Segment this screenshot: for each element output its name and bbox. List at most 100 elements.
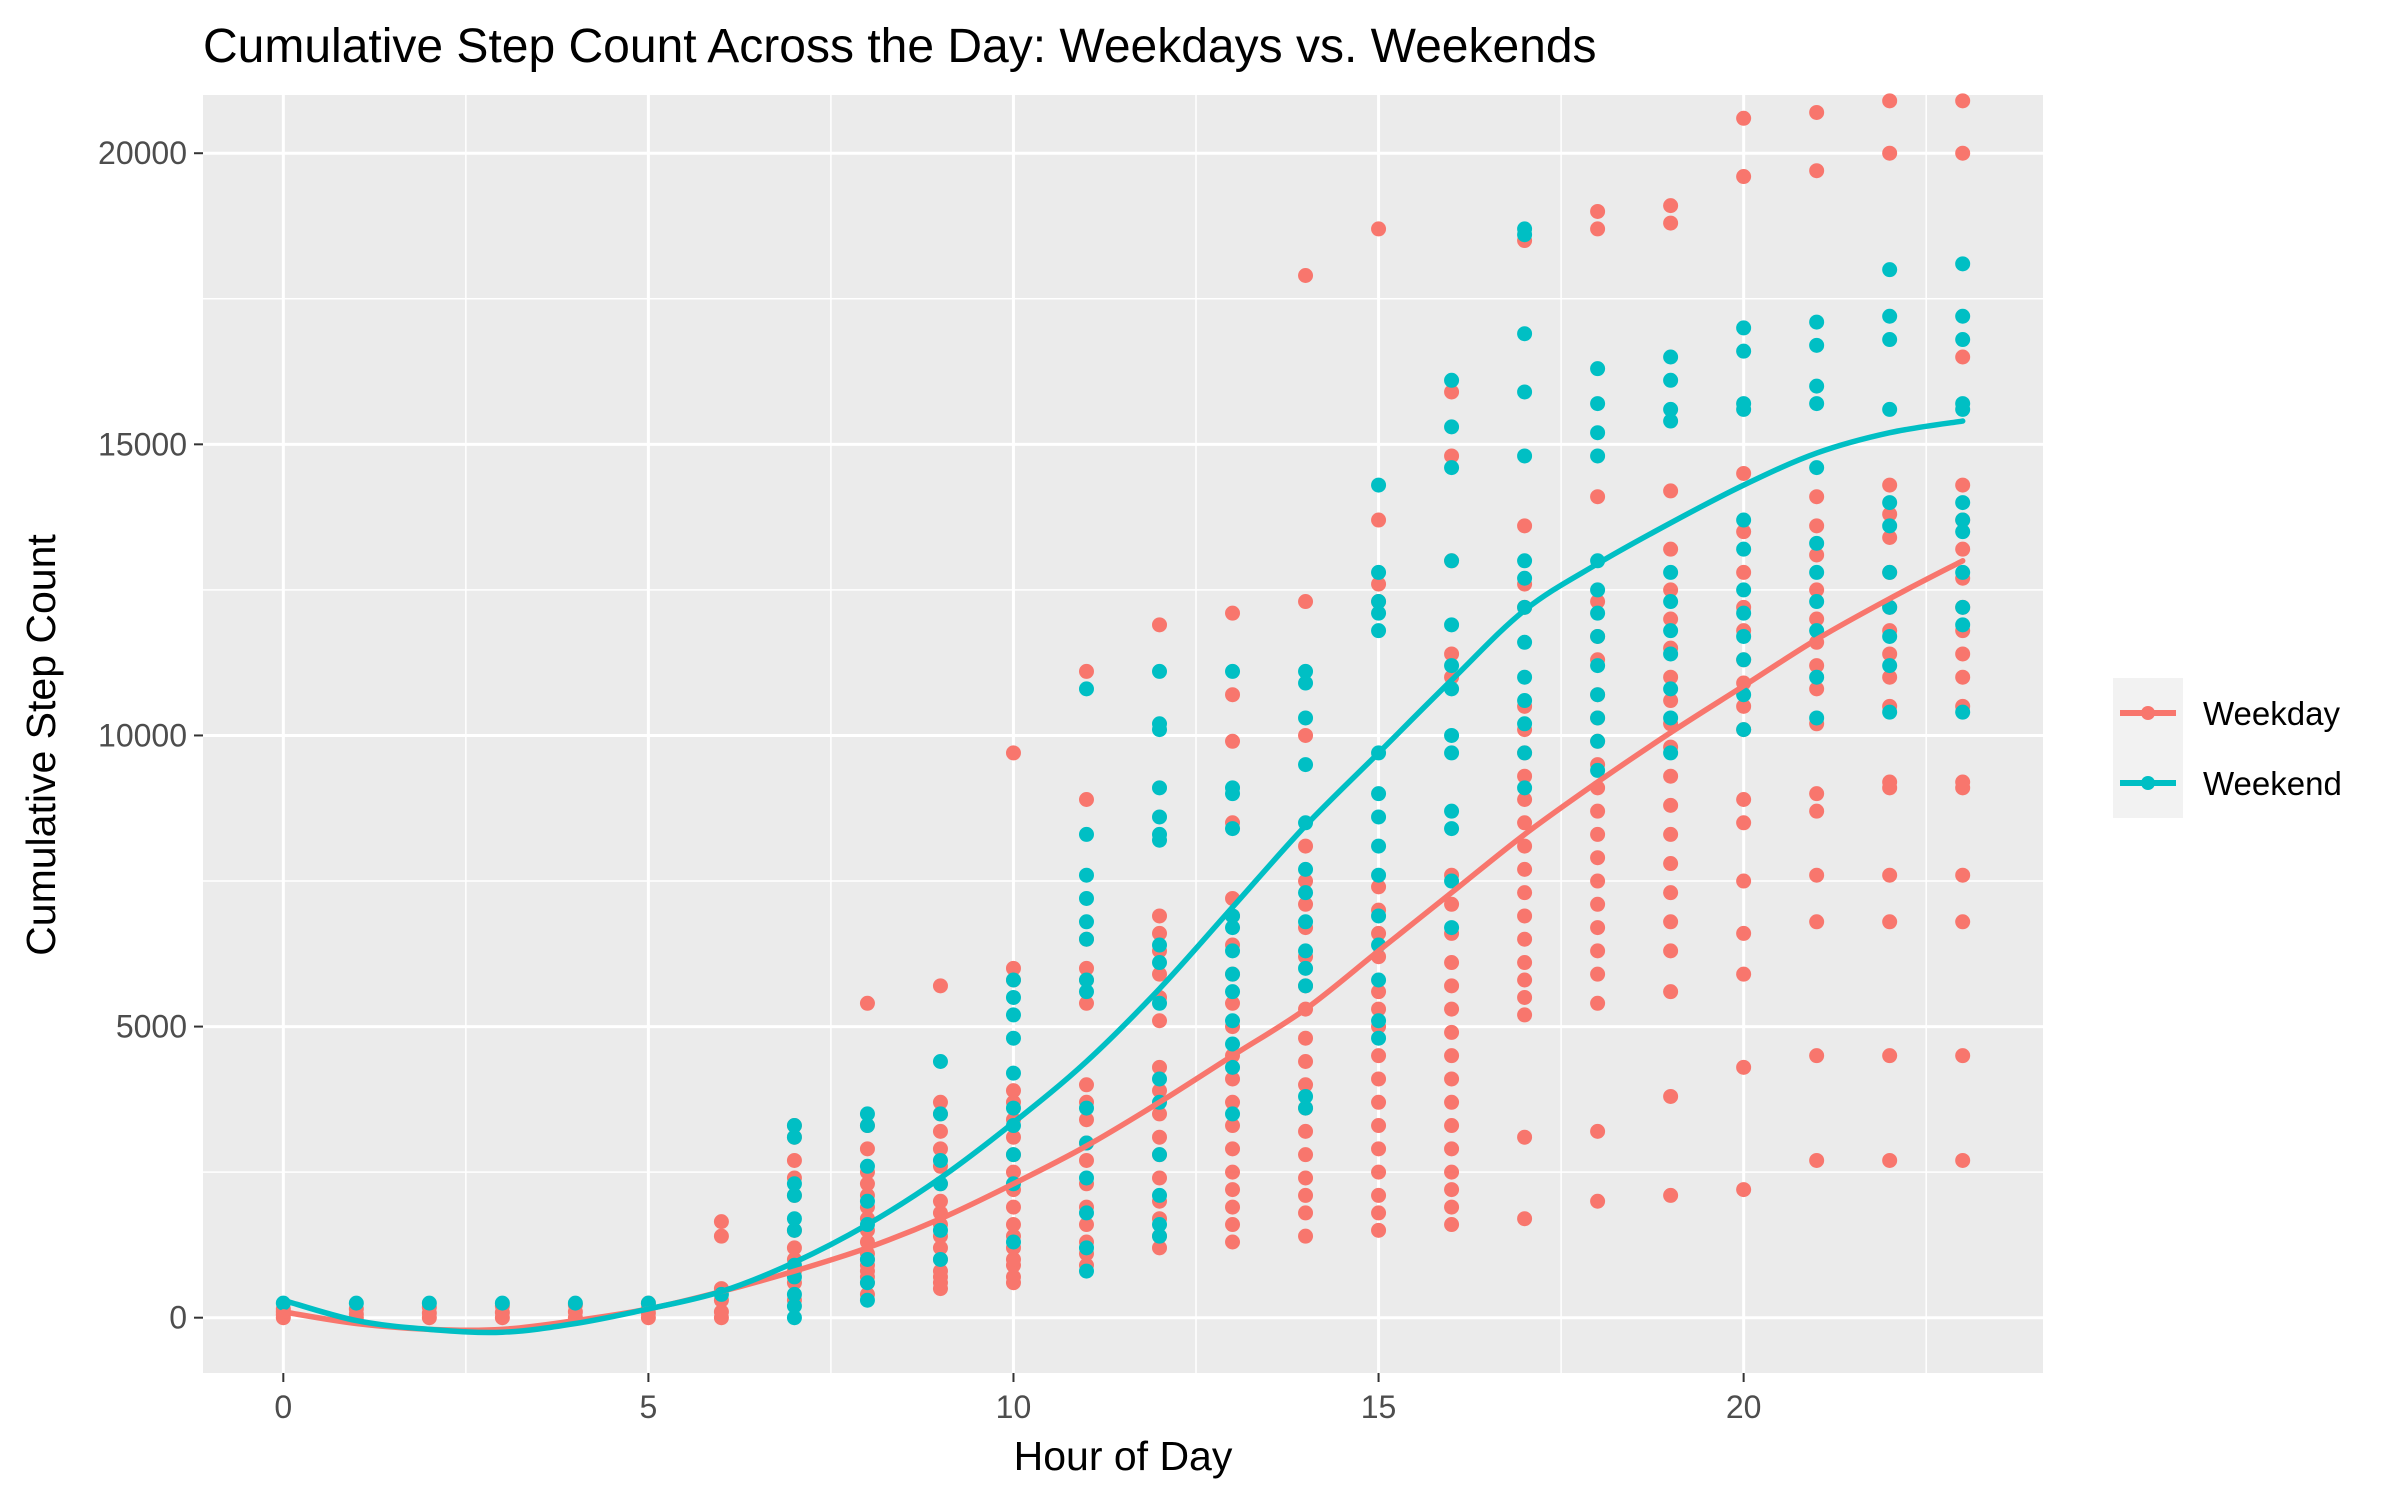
weekend-point [1152, 995, 1168, 1011]
weekend-point [1152, 1228, 1168, 1244]
weekday-point [1444, 1164, 1460, 1180]
weekday-point [1371, 1071, 1387, 1087]
weekend-point [1078, 931, 1094, 947]
weekday-point [1444, 1118, 1460, 1134]
weekend-point [859, 1158, 875, 1174]
weekend-point [1371, 838, 1387, 854]
weekend-point [1078, 890, 1094, 906]
weekday-point [1371, 984, 1387, 1000]
weekday-point [1225, 1182, 1241, 1198]
weekend-point [786, 1310, 802, 1326]
weekend-point [1882, 564, 1898, 580]
weekday-point [1955, 145, 1971, 161]
weekend-point [1225, 966, 1241, 982]
weekend-point [786, 1118, 802, 1134]
weekday-point [1078, 1152, 1094, 1168]
weekday-point [1517, 768, 1533, 784]
weekend-points [275, 221, 1971, 1326]
weekend-point [421, 1295, 437, 1311]
weekend-point [494, 1295, 510, 1311]
weekend-point [1517, 553, 1533, 569]
weekday-point [1882, 93, 1898, 109]
weekday-point [1955, 477, 1971, 493]
weekend-point [1152, 1217, 1168, 1233]
weekday-point [1152, 617, 1168, 633]
weekday-point [1736, 966, 1752, 982]
weekday-point [1298, 594, 1314, 610]
weekday-point [1809, 582, 1825, 598]
weekday-point [1663, 198, 1679, 214]
weekday-point [1809, 914, 1825, 930]
weekday-point [1225, 605, 1241, 621]
weekday-point [1005, 745, 1021, 761]
weekend-point [1005, 1007, 1021, 1023]
weekend-point [1078, 1240, 1094, 1256]
weekday-point [1736, 792, 1752, 808]
weekend-point [1736, 512, 1752, 528]
weekday-point [1590, 203, 1606, 219]
weekday-point [1225, 995, 1241, 1011]
weekend-point [859, 1118, 875, 1134]
weekday-point [1152, 1106, 1168, 1122]
weekend-point [1517, 780, 1533, 796]
weekend-point [1444, 617, 1460, 633]
weekday-point [1663, 826, 1679, 842]
weekend-point [567, 1295, 583, 1311]
weekend-point [932, 1251, 948, 1267]
weekday-point [1517, 989, 1533, 1005]
weekend-point [1444, 460, 1460, 476]
weekday-point [713, 1304, 729, 1320]
weekend-point [1078, 1263, 1094, 1279]
weekday-point [1955, 774, 1971, 790]
weekday-point [1005, 1251, 1021, 1267]
weekday-point [1005, 1199, 1021, 1215]
weekday-point [1444, 1001, 1460, 1017]
weekday-point [1298, 838, 1314, 854]
weekend-point [1225, 1059, 1241, 1075]
weekday-point [1663, 885, 1679, 901]
weekday-point [1152, 925, 1168, 941]
weekday-point [1882, 669, 1898, 685]
weekday-point [1663, 693, 1679, 709]
weekend-point [1809, 396, 1825, 412]
weekday-point [1152, 1240, 1168, 1256]
weekend-point [1152, 937, 1168, 953]
weekend-point [1152, 826, 1168, 842]
weekday-point [1371, 221, 1387, 237]
weekday-point [1882, 774, 1898, 790]
weekday-point [1882, 1048, 1898, 1064]
weekday-point [1736, 925, 1752, 941]
y-tick-label: 0 [169, 1300, 187, 1336]
weekend-point [1809, 535, 1825, 551]
weekday-point [1663, 215, 1679, 231]
x-tick-label: 0 [274, 1389, 292, 1425]
weekend-point [1517, 693, 1533, 709]
weekend-point [932, 1152, 948, 1168]
weekday-point [1005, 960, 1021, 976]
weekday-point [1005, 1083, 1021, 1099]
weekday-point [1225, 1164, 1241, 1180]
weekday-point [1517, 518, 1533, 534]
weekday-point [713, 1214, 729, 1230]
weekend-point [1517, 326, 1533, 342]
weekend-point [1955, 564, 1971, 580]
weekend-point [1298, 757, 1314, 773]
weekend-point [1882, 308, 1898, 324]
weekend-point [1225, 984, 1241, 1000]
weekday-point [1517, 908, 1533, 924]
weekend-point [786, 1211, 802, 1227]
weekday-point [1663, 856, 1679, 872]
weekend-point [1298, 675, 1314, 691]
weekend-point [1444, 873, 1460, 889]
weekday-point [1663, 914, 1679, 930]
weekday-point [1225, 1199, 1241, 1215]
weekday-point [1882, 914, 1898, 930]
weekend-point [1809, 337, 1825, 353]
weekday-point [1444, 384, 1460, 400]
weekday-point [1809, 489, 1825, 505]
weekend-point [786, 1187, 802, 1203]
y-axis-title: Cumulative Step Count [18, 534, 64, 956]
weekday-point [1517, 861, 1533, 877]
weekend-point [1078, 984, 1094, 1000]
